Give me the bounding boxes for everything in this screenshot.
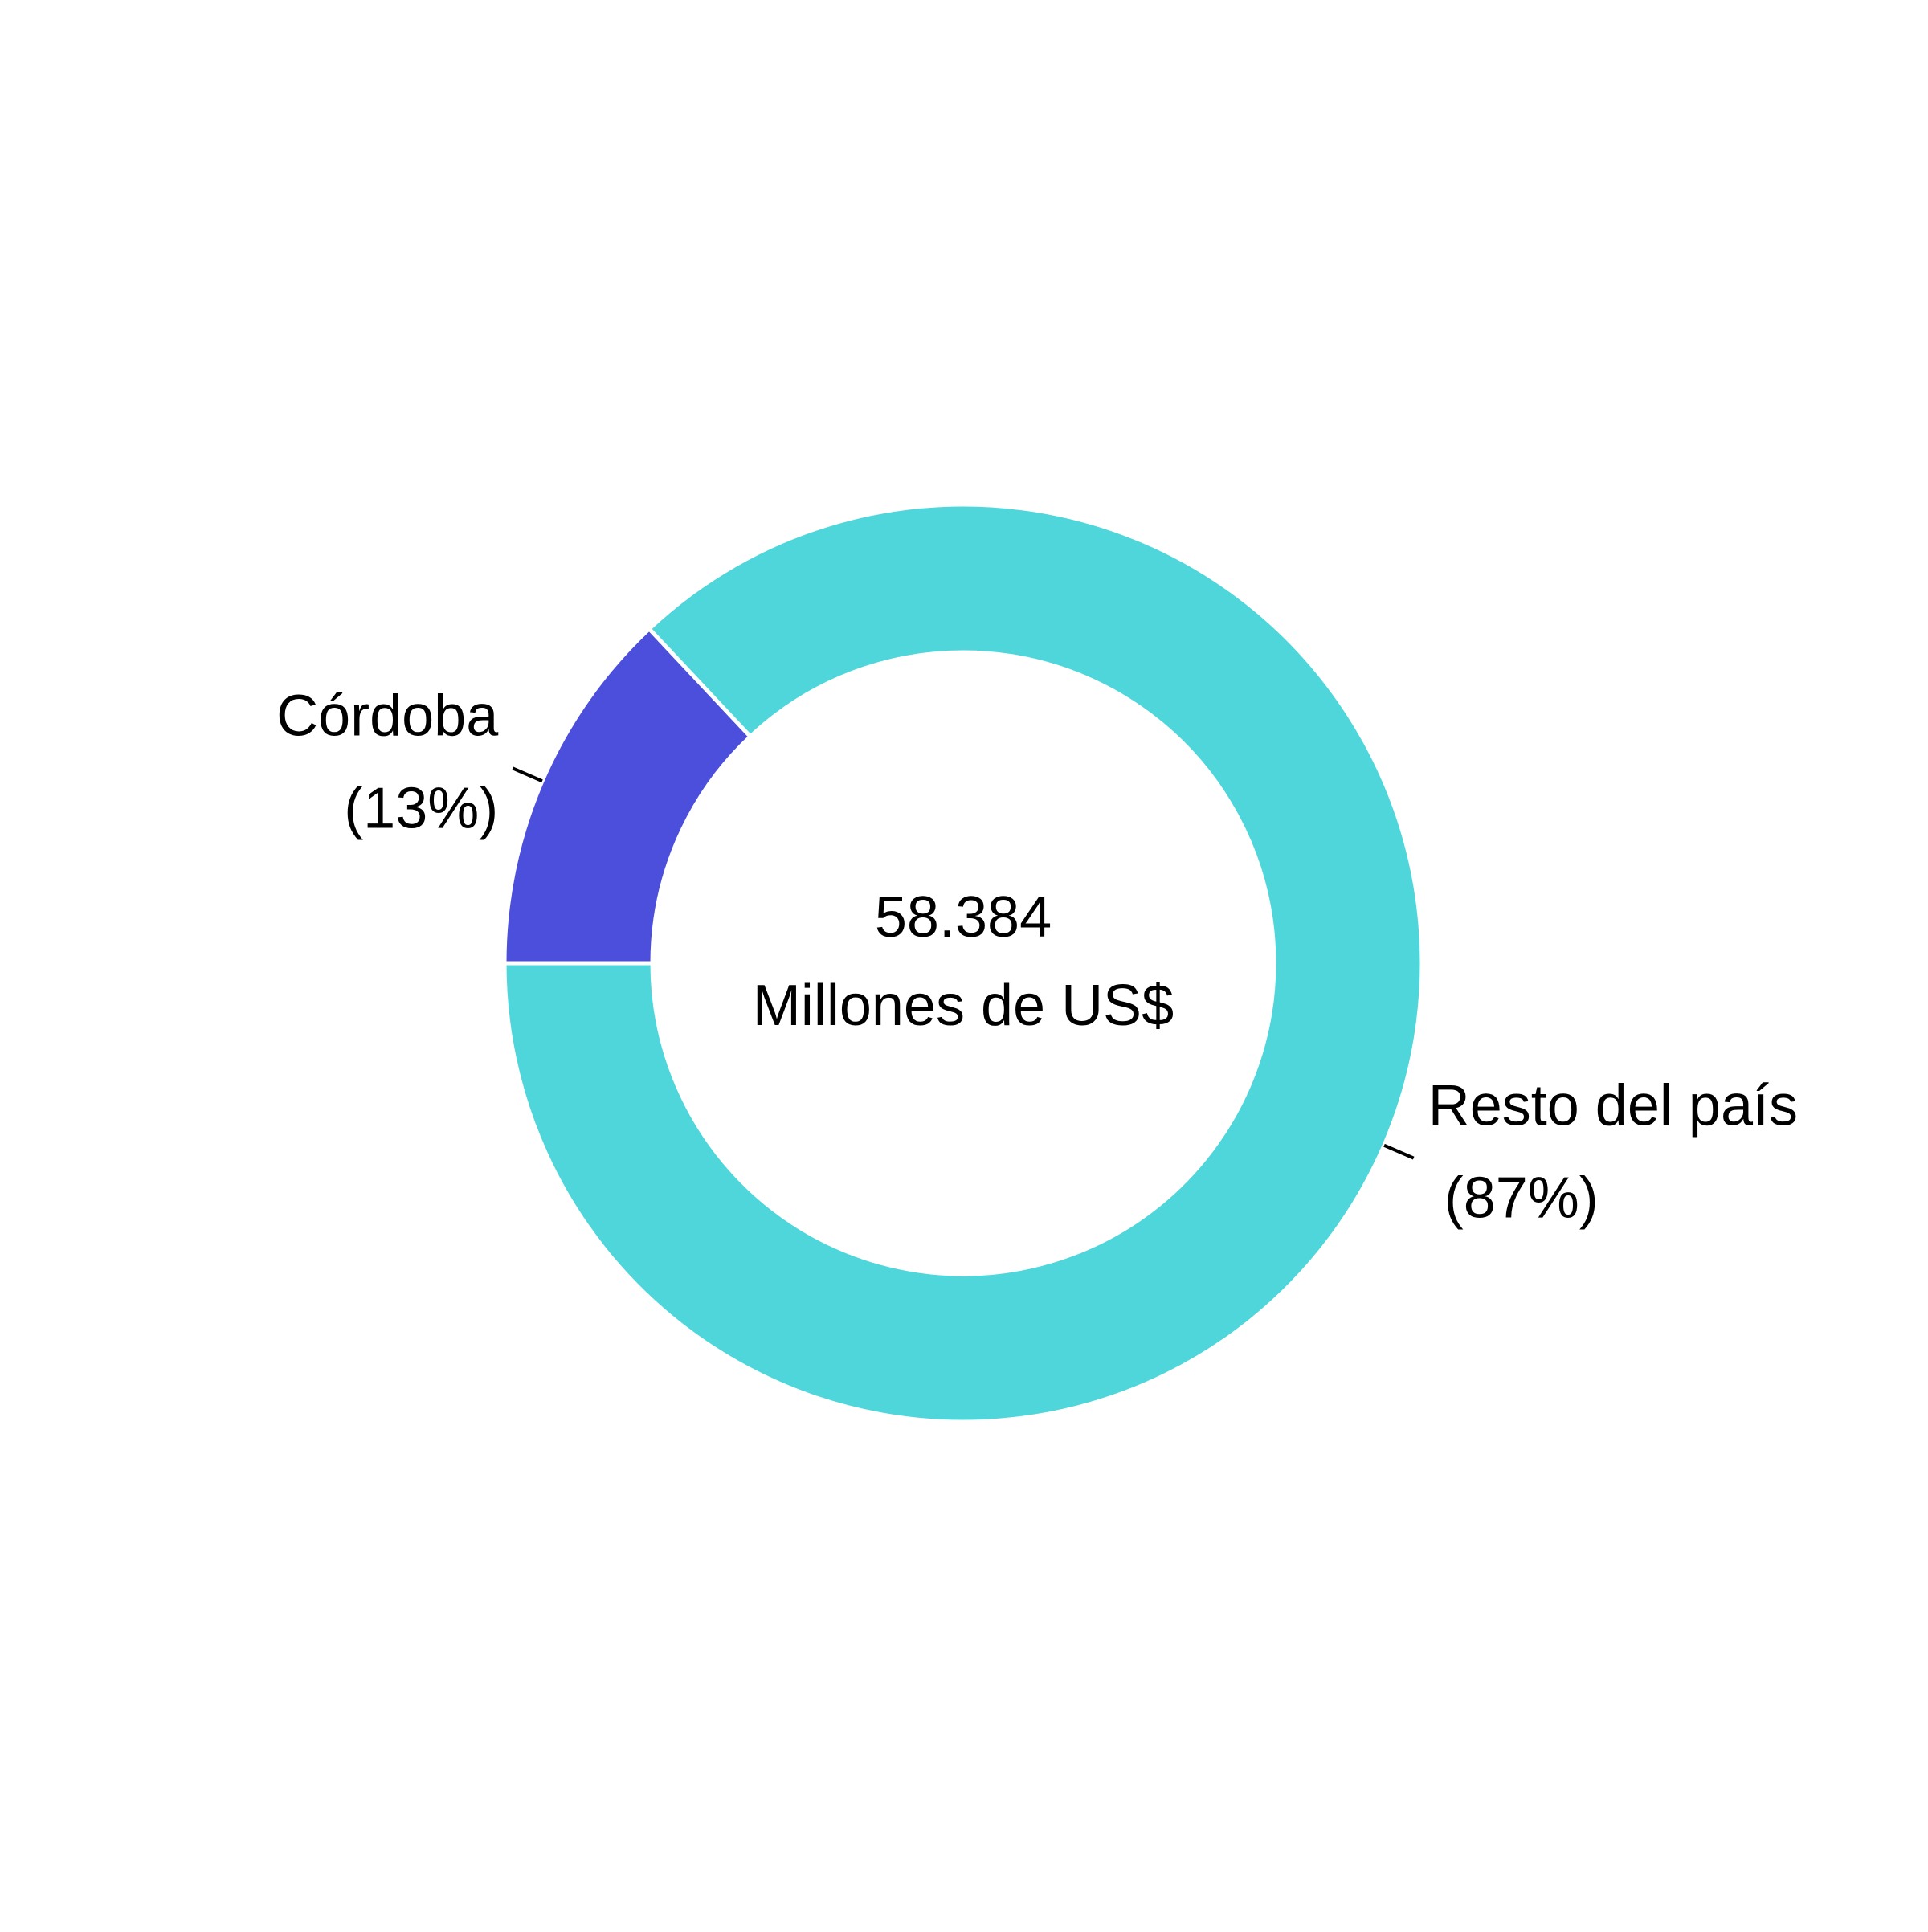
slice-value-label: (13%)	[344, 776, 498, 840]
leader-line	[1383, 1143, 1415, 1160]
donut-slice	[502, 502, 1424, 1424]
slice-value-label: (87%)	[1444, 1166, 1599, 1231]
leader-line	[512, 766, 543, 783]
center-label: Millones de US$	[753, 974, 1174, 1038]
center-label: 58.384	[875, 885, 1052, 950]
slice-label: Resto del país	[1428, 1074, 1798, 1138]
slice-label: Córdoba	[276, 684, 499, 748]
